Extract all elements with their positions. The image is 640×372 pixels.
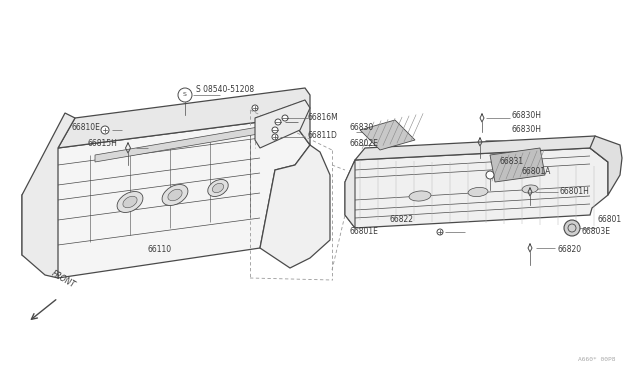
Polygon shape: [22, 113, 75, 278]
Text: A660* 00P8: A660* 00P8: [577, 357, 615, 362]
Circle shape: [178, 88, 192, 102]
Text: 66802E: 66802E: [350, 138, 379, 148]
Ellipse shape: [468, 187, 488, 196]
Ellipse shape: [117, 192, 143, 212]
Text: 66801: 66801: [598, 215, 622, 224]
Ellipse shape: [208, 179, 228, 196]
Polygon shape: [355, 136, 608, 162]
Circle shape: [272, 127, 278, 133]
Polygon shape: [22, 118, 310, 278]
Ellipse shape: [212, 183, 223, 193]
Polygon shape: [95, 125, 270, 162]
Ellipse shape: [168, 189, 182, 201]
Circle shape: [564, 220, 580, 236]
Polygon shape: [58, 88, 310, 148]
Ellipse shape: [522, 185, 538, 193]
Circle shape: [272, 134, 278, 140]
Circle shape: [275, 119, 281, 125]
Text: 66110: 66110: [148, 246, 172, 254]
Ellipse shape: [123, 196, 137, 208]
Polygon shape: [345, 160, 355, 228]
Polygon shape: [260, 145, 330, 268]
Text: 66801A: 66801A: [522, 167, 552, 176]
Polygon shape: [255, 100, 310, 148]
Text: 66801E: 66801E: [350, 228, 379, 237]
Text: S: S: [183, 93, 187, 97]
Text: 66810E: 66810E: [72, 124, 101, 132]
Text: 66811D: 66811D: [308, 131, 338, 140]
Circle shape: [282, 115, 288, 121]
Text: 66803E: 66803E: [582, 228, 611, 237]
Polygon shape: [490, 148, 545, 182]
Polygon shape: [345, 148, 608, 228]
Circle shape: [486, 171, 494, 179]
Circle shape: [568, 224, 576, 232]
Circle shape: [437, 229, 443, 235]
Ellipse shape: [162, 185, 188, 205]
Text: 66820: 66820: [557, 246, 581, 254]
Text: 66830: 66830: [350, 124, 374, 132]
Polygon shape: [360, 120, 415, 150]
Text: 66801H: 66801H: [560, 187, 590, 196]
Circle shape: [252, 105, 258, 111]
Text: 66815H: 66815H: [88, 140, 118, 148]
Text: 66830H: 66830H: [512, 125, 542, 135]
Text: 66816M: 66816M: [308, 112, 339, 122]
Ellipse shape: [409, 191, 431, 201]
Text: S 08540-51208: S 08540-51208: [196, 86, 254, 94]
Text: 66830H: 66830H: [512, 110, 542, 119]
Polygon shape: [590, 136, 622, 195]
Text: 66822: 66822: [390, 215, 414, 224]
Text: FRONT: FRONT: [50, 269, 77, 290]
Circle shape: [101, 126, 109, 134]
Text: 66831: 66831: [500, 157, 524, 167]
